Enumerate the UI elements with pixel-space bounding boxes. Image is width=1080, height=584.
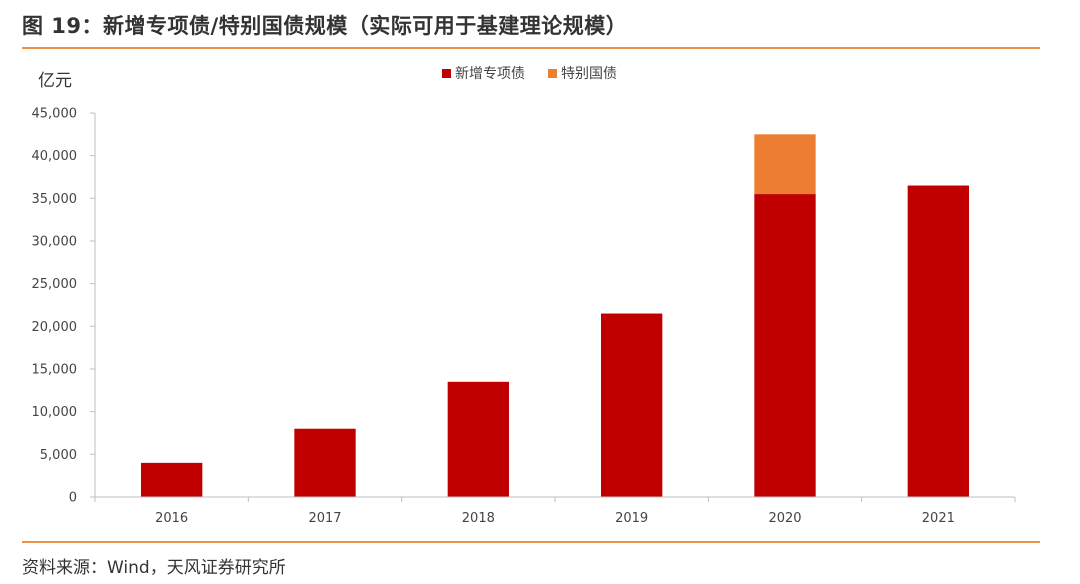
x-tick-label: 2016 bbox=[155, 511, 188, 526]
x-tick-label: 2019 bbox=[615, 511, 648, 526]
bar-2020-series-2 bbox=[754, 134, 816, 195]
legend-swatch-series-2 bbox=[548, 69, 557, 78]
y-tick-label: 45,000 bbox=[32, 107, 78, 122]
figure-title: 图 19：新增专项债/特别国债规模（实际可用于基建理论规模） bbox=[22, 14, 628, 38]
x-tick-label: 2020 bbox=[768, 511, 801, 526]
x-tick-label: 2017 bbox=[308, 511, 341, 526]
bar-2018-series-1 bbox=[447, 381, 509, 497]
bar-2017-series-1 bbox=[294, 428, 356, 497]
legend-label-series-2: 特别国债 bbox=[561, 66, 617, 82]
y-unit-label: 亿元 bbox=[38, 71, 72, 91]
bars bbox=[141, 134, 969, 498]
y-tick-label: 10,000 bbox=[32, 405, 78, 420]
legend: 新增专项债 特别国债 bbox=[442, 66, 617, 82]
y-tick-label: 20,000 bbox=[32, 320, 78, 335]
y-tick-label: 5,000 bbox=[40, 448, 77, 463]
top-divider bbox=[22, 47, 1040, 49]
bar-2016-series-1 bbox=[141, 462, 203, 497]
bar-2021-series-1 bbox=[907, 185, 969, 498]
bottom-divider bbox=[22, 541, 1040, 543]
bar-2020-series-1 bbox=[754, 194, 816, 498]
y-tick-label: 40,000 bbox=[32, 149, 78, 164]
legend-label-series-1: 新增专项债 bbox=[455, 66, 525, 82]
y-tick-label: 0 bbox=[69, 491, 77, 506]
y-tick-label: 15,000 bbox=[32, 363, 78, 378]
x-tick-label: 2021 bbox=[922, 511, 955, 526]
legend-swatch-series-1 bbox=[442, 69, 451, 78]
bar-2019-series-1 bbox=[601, 313, 663, 497]
x-axis: 2016 2017 2018 2019 2020 2021 bbox=[94, 496, 1016, 526]
y-axis: 0 5,000 10,000 15,000 20,000 25,000 30,000 35,0… bbox=[32, 107, 96, 506]
y-tick-label: 35,000 bbox=[32, 192, 78, 207]
source-note: 资料来源：Wind，天风证券研究所 bbox=[22, 558, 286, 578]
y-tick-label: 25,000 bbox=[32, 277, 78, 292]
y-tick-label: 30,000 bbox=[32, 235, 78, 250]
x-tick-label: 2018 bbox=[462, 511, 495, 526]
